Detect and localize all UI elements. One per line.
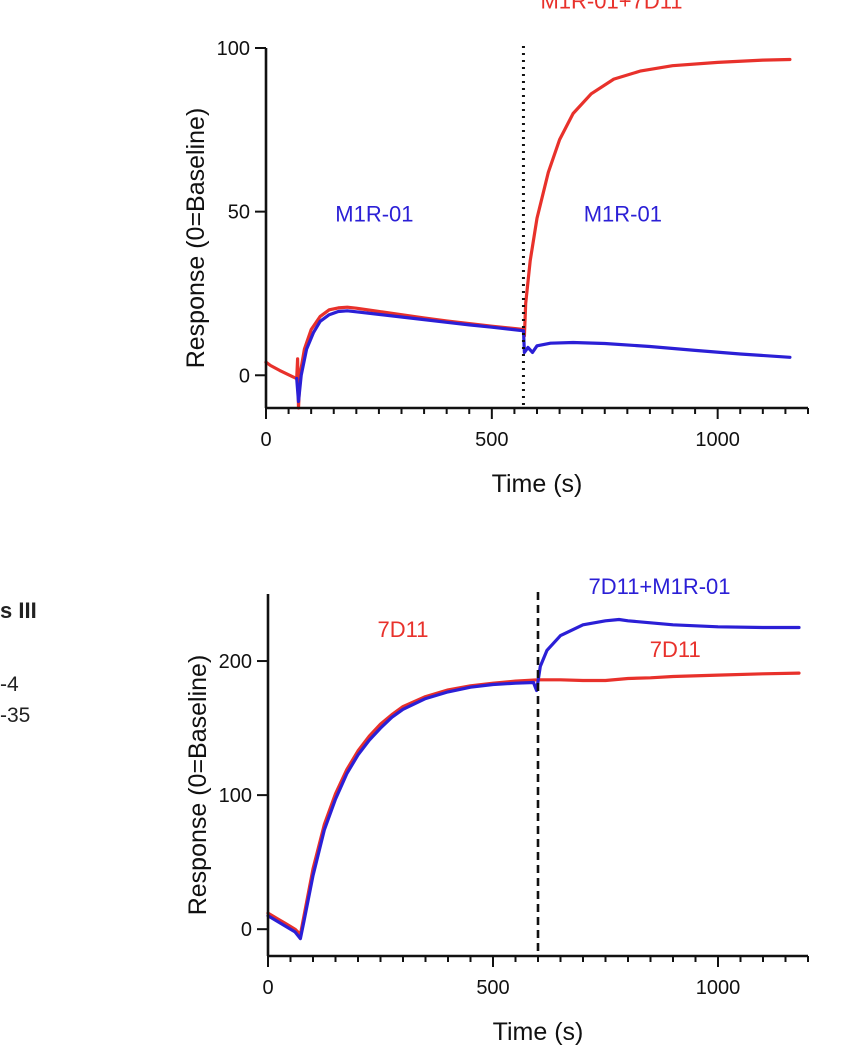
- x-tick-label: 0: [262, 977, 273, 999]
- series-annotation: M1R-01: [584, 201, 662, 226]
- x-tick-label: 500: [475, 429, 508, 451]
- y-tick-label: 100: [219, 785, 252, 807]
- y-tick-label: 0: [239, 365, 250, 387]
- y-axis-title: Response (0=Baseline): [182, 108, 210, 369]
- side-heading: s III: [0, 598, 37, 623]
- x-axis-title: Time (s): [493, 1018, 584, 1046]
- series-annotation: 7D11: [378, 617, 429, 642]
- x-tick-label: 1000: [696, 977, 741, 999]
- side-line-1: -4: [0, 673, 19, 696]
- series-line-1: [264, 57, 792, 410]
- series-line-2: [295, 309, 792, 404]
- y-tick-label: 200: [219, 651, 252, 673]
- x-tick-label: 500: [476, 977, 509, 999]
- x-tick-label: 0: [260, 429, 271, 451]
- y-tick-label: 0: [241, 919, 252, 941]
- x-axis-title: Time (s): [492, 470, 583, 498]
- series-line-1: [266, 671, 801, 937]
- series-line-2: [266, 617, 801, 941]
- y-tick-label: 100: [217, 38, 250, 60]
- series-annotation: 7D11+M1R-01: [588, 574, 730, 599]
- side-line-2: -35: [0, 704, 31, 727]
- y-tick-label: 50: [228, 202, 250, 224]
- y-axis-title: Response (0=Baseline): [184, 655, 212, 916]
- series-annotation: M1R-01: [335, 201, 413, 226]
- series-annotation: 7D11: [650, 637, 701, 662]
- chart-2: 0 500 1000 0 100 200 Time (s) Response (0=Basel…: [184, 574, 809, 1046]
- chart-1: 0 500 1000 0 50 100 Time (s) Response (0=Baseli…: [182, 0, 809, 498]
- series-annotation: M1R-01+7D11: [540, 0, 682, 14]
- x-tick-label: 1000: [695, 429, 740, 451]
